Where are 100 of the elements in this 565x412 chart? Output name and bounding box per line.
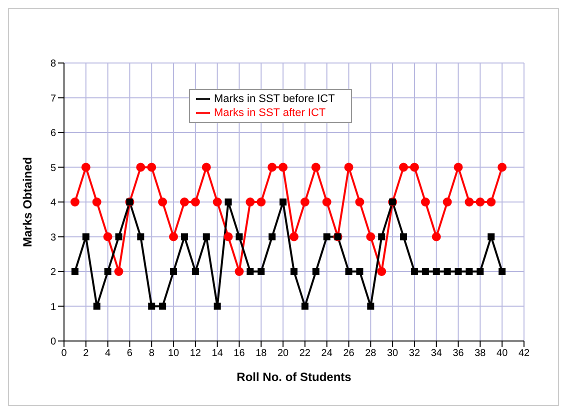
point <box>454 268 462 275</box>
point <box>345 268 352 275</box>
x-tick-label: 10 <box>168 348 180 360</box>
point <box>212 198 222 206</box>
point <box>476 268 484 275</box>
point <box>169 232 178 242</box>
point <box>322 198 332 206</box>
point <box>71 268 78 275</box>
x-tick-label: 38 <box>474 348 486 360</box>
point <box>256 198 266 206</box>
y-tick-label: 6 <box>50 128 56 140</box>
x-tick-label: 4 <box>105 348 112 360</box>
point <box>442 198 452 206</box>
point <box>234 267 244 276</box>
point <box>420 198 430 206</box>
point <box>246 198 255 206</box>
y-tick-label: 0 <box>50 336 56 348</box>
point <box>280 198 287 206</box>
point <box>410 268 418 275</box>
x-tick-label: 36 <box>452 348 464 360</box>
y-tick-label: 4 <box>50 198 56 209</box>
point <box>180 198 189 206</box>
x-tick-label: 0 <box>61 348 68 360</box>
point <box>70 198 80 206</box>
point <box>82 233 90 240</box>
x-axis-title: Roll No. of Students <box>236 370 352 384</box>
point <box>444 268 451 275</box>
point <box>432 268 440 275</box>
point <box>190 198 200 206</box>
point <box>170 268 178 275</box>
x-tick-label: 8 <box>148 348 155 360</box>
point <box>311 162 320 172</box>
point <box>498 162 507 172</box>
x-tick-label: 14 <box>212 348 224 360</box>
point <box>158 198 168 206</box>
point <box>278 162 288 172</box>
x-tick-label: 40 <box>496 348 508 360</box>
x-tick-label: 18 <box>256 348 268 360</box>
x-tick-label: 34 <box>430 348 442 360</box>
point <box>103 232 112 242</box>
point <box>268 233 276 240</box>
point <box>147 162 156 172</box>
point <box>344 162 354 172</box>
point <box>115 233 122 240</box>
point <box>377 267 386 276</box>
point <box>81 162 90 172</box>
point <box>214 302 221 310</box>
y-tick-label: 8 <box>50 58 56 70</box>
point <box>312 268 320 275</box>
x-tick-label: 26 <box>343 348 355 360</box>
x-tick-label: 20 <box>277 348 290 360</box>
point <box>476 198 485 206</box>
point <box>246 268 254 275</box>
point <box>323 233 330 240</box>
point <box>488 233 495 240</box>
point <box>301 302 308 310</box>
point <box>466 268 473 275</box>
x-tick-label: 30 <box>387 348 399 360</box>
legend-label: Marks in SST after ICT <box>214 106 326 119</box>
point <box>148 302 156 310</box>
point <box>367 302 374 310</box>
point <box>290 268 298 275</box>
y-tick-label: 3 <box>50 232 56 244</box>
x-tick-label: 6 <box>126 348 133 360</box>
y-tick-label: 2 <box>50 267 56 278</box>
x-tick-label: 16 <box>234 348 246 360</box>
point <box>290 232 298 242</box>
point <box>236 233 243 240</box>
point <box>258 268 265 275</box>
point <box>202 162 211 172</box>
x-tick-label: 42 <box>518 348 530 360</box>
point <box>400 233 408 240</box>
point <box>486 198 496 206</box>
point <box>268 162 277 172</box>
y-tick-label: 5 <box>50 162 56 174</box>
x-tick-label: 22 <box>299 348 311 360</box>
point <box>422 268 429 275</box>
point <box>432 232 441 242</box>
x-tick-label: 12 <box>190 348 202 360</box>
point <box>454 162 463 172</box>
x-tick-label: 24 <box>321 348 333 360</box>
x-tick-label: 2 <box>83 348 90 360</box>
legend-label: Marks in SST before ICT <box>214 92 335 105</box>
point <box>366 232 376 242</box>
point <box>498 268 506 275</box>
point <box>114 267 124 276</box>
point <box>410 162 419 172</box>
point <box>104 268 112 275</box>
x-tick-label: 32 <box>408 348 420 360</box>
point <box>180 233 188 240</box>
y-axis-title: Marks Obtained <box>20 156 34 248</box>
point <box>224 198 232 206</box>
point <box>137 233 144 240</box>
y-tick-label: 7 <box>50 93 56 104</box>
y-tick-label: 1 <box>50 302 56 313</box>
point <box>464 198 474 206</box>
x-tick-label: 28 <box>365 348 377 360</box>
point <box>399 162 408 172</box>
point <box>192 268 199 275</box>
point <box>93 302 100 310</box>
